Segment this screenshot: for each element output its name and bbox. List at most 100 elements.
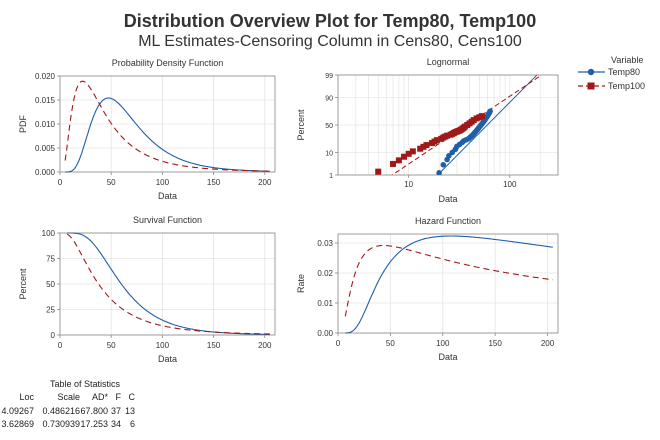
y-tick-label: 1 xyxy=(329,173,333,180)
x-tick-label: 150 xyxy=(207,178,221,187)
panel-title: Probability Density Function xyxy=(112,58,224,68)
probability-plot-layer xyxy=(375,75,543,175)
x-tick-label: 0 xyxy=(336,339,341,348)
stats-header-cell: C xyxy=(128,392,136,402)
y-tick-label: 100 xyxy=(42,229,56,238)
x-tick-label: 200 xyxy=(541,339,555,348)
stats-header-cell: F xyxy=(115,392,122,402)
x-tick-label: 50 xyxy=(107,341,116,350)
y-tick-label: 0.00 xyxy=(317,329,333,338)
panel-title: Survival Function xyxy=(133,215,202,225)
y-tick-label: 0.02 xyxy=(317,269,333,278)
y-tick-label: 0.015 xyxy=(35,96,56,105)
series-line-temp100 xyxy=(64,80,270,172)
legend-marker-square xyxy=(587,82,595,90)
y-tick-label: 10 xyxy=(325,151,333,158)
series-line-temp80 xyxy=(65,97,270,173)
x-tick-label: 100 xyxy=(503,180,517,189)
stats-data-cell: 37 xyxy=(110,406,121,416)
legend-label: Temp80 xyxy=(608,67,640,77)
data-point-temp100 xyxy=(423,142,430,149)
stats-header-cell: Scale xyxy=(57,392,80,402)
x-tick-label: 150 xyxy=(488,339,502,348)
data-point-temp100 xyxy=(395,157,402,164)
figure-title: Distribution Overview Plot for Temp80, T… xyxy=(123,11,537,31)
series-line-temp80 xyxy=(345,235,553,334)
y-tick-label: 0.020 xyxy=(35,72,56,81)
y-tick-label: 25 xyxy=(46,306,55,315)
plot-area-frame xyxy=(337,233,559,334)
stats-header-cell: AD* xyxy=(91,392,108,402)
data-point-temp100 xyxy=(390,160,397,167)
y-tick-label: 50 xyxy=(46,280,55,289)
stats-data-cell: 0.730939 xyxy=(42,419,80,429)
y-tick-label: 75 xyxy=(46,255,55,264)
stats-data-cell: 0.486216 xyxy=(42,406,80,416)
x-tick-label: 10 xyxy=(404,180,413,189)
legend-label: Temp100 xyxy=(608,81,645,91)
y-tick-label: 90 xyxy=(325,95,333,102)
plot-area-frame xyxy=(59,75,276,173)
series-line-temp100 xyxy=(66,233,270,335)
x-tick-label: 200 xyxy=(258,178,272,187)
legend: Variable Temp80 Temp100 xyxy=(578,55,645,91)
y-tick-label: 0.000 xyxy=(35,168,56,177)
x-tick-label: 200 xyxy=(258,341,272,350)
stats-data-cell: 3.62869 xyxy=(1,419,34,429)
plot-area-frame xyxy=(337,74,559,176)
x-tick-label: 100 xyxy=(156,178,170,187)
series-line-temp100 xyxy=(344,244,553,317)
figure-subtitle: ML Estimates-Censoring Column in Cens80,… xyxy=(138,33,522,50)
stats-data-cell: 13 xyxy=(124,406,135,416)
data-point-temp100 xyxy=(375,168,382,175)
x-tick-label: 100 xyxy=(156,341,170,350)
stats-data-cell: 17.253 xyxy=(80,419,108,429)
y-tick-label: 50 xyxy=(325,123,333,130)
y-tick-label: 0 xyxy=(51,331,56,340)
x-axis-label: Data xyxy=(438,352,457,362)
fit-line-temp80 xyxy=(436,75,538,175)
legend-marker-circle xyxy=(587,68,595,76)
panel-title: Hazard Function xyxy=(415,216,481,226)
y-tick-label: 0.010 xyxy=(35,120,56,129)
stats-header-cell: Loc xyxy=(19,392,34,402)
x-axis-label: Data xyxy=(158,354,177,364)
panel-title: Lognormal xyxy=(427,57,470,67)
stats-data-cell: 67.800 xyxy=(80,406,108,416)
x-tick-label: 50 xyxy=(386,339,395,348)
y-axis-label: PDF xyxy=(18,114,28,133)
x-axis-label: Data xyxy=(158,191,177,201)
legend-title: Variable xyxy=(611,55,643,65)
x-tick-label: 100 xyxy=(436,339,450,348)
data-point-temp80 xyxy=(487,108,493,114)
stats-data-cell: 4.09267 xyxy=(1,406,34,416)
y-tick-label: 99 xyxy=(325,73,333,80)
x-tick-label: 50 xyxy=(107,178,116,187)
statistics-table-caption: Table of Statistics xyxy=(50,379,121,389)
data-point-temp100 xyxy=(478,113,485,120)
data-point-temp100 xyxy=(433,137,440,144)
stats-data-cell: 6 xyxy=(129,419,135,429)
y-axis-label: Rate xyxy=(296,274,306,293)
y-tick-label: 0.01 xyxy=(317,299,333,308)
data-point-temp100 xyxy=(409,148,416,155)
y-tick-label: 0.03 xyxy=(317,239,333,248)
x-tick-label: 150 xyxy=(207,341,221,350)
y-tick-label: 0.005 xyxy=(35,144,56,153)
data-point-temp100 xyxy=(444,132,451,139)
data-point-temp80 xyxy=(440,162,447,168)
plot-area-frame xyxy=(59,232,276,336)
x-tick-label: 0 xyxy=(58,178,63,187)
data-point-temp80 xyxy=(436,170,442,175)
fit-line-temp100 xyxy=(391,75,543,175)
y-axis-label: Percent xyxy=(296,109,306,141)
data-point-temp100 xyxy=(405,150,412,157)
x-axis-label: Data xyxy=(438,194,457,204)
data-point-temp100 xyxy=(420,143,427,150)
stats-data-cell: 34 xyxy=(110,419,121,429)
data-point-temp100 xyxy=(417,145,424,152)
data-point-temp100 xyxy=(401,153,408,160)
y-axis-label: Percent xyxy=(18,268,28,300)
